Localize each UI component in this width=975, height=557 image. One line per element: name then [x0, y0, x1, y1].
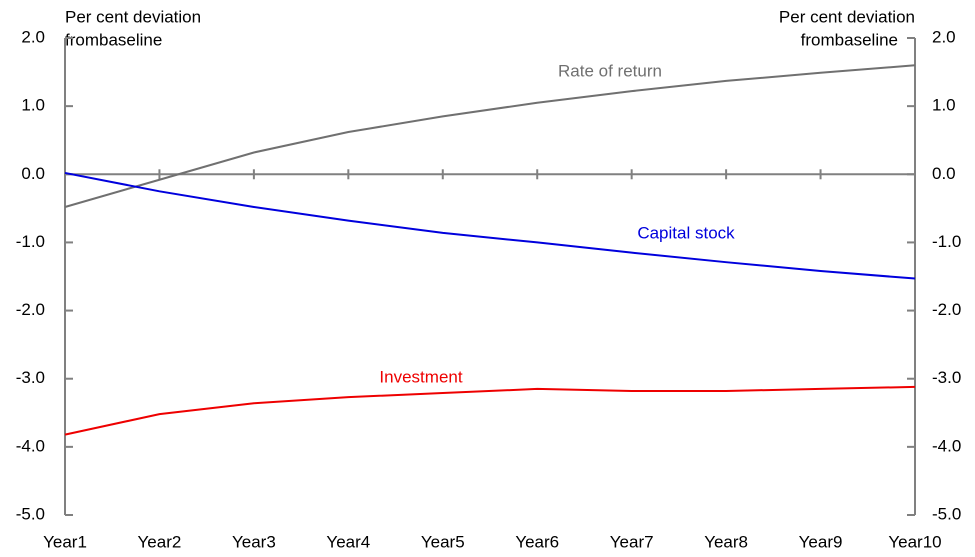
y2-tick-label: -3.0 [932, 368, 961, 387]
y-tick-label: -4.0 [16, 436, 45, 455]
series-label: Capital stock [637, 223, 735, 242]
y-axis-label: Per cent deviation [65, 7, 201, 26]
x-tick-label: Year10 [888, 532, 941, 551]
x-tick-label: Year5 [421, 532, 465, 551]
x-tick-label: Year7 [610, 532, 654, 551]
y2-tick-label: -2.0 [932, 300, 961, 319]
y2-tick-label: 0.0 [932, 164, 956, 183]
x-tick-label: Year1 [43, 532, 87, 551]
y2-axis-label: Per cent deviation [779, 7, 915, 26]
y-axis-label: frombaseline [65, 30, 162, 49]
y-tick-label: -5.0 [16, 504, 45, 523]
series-line [64, 64, 916, 208]
series-line [64, 171, 916, 280]
y-tick-label: -2.0 [16, 300, 45, 319]
x-tick-label: Year4 [326, 532, 370, 551]
y2-tick-label: -4.0 [932, 436, 961, 455]
y2-tick-label: -5.0 [932, 504, 961, 523]
y2-axis-label: frombaseline [801, 30, 898, 49]
y-tick-label: -1.0 [16, 232, 45, 251]
y-tick-label: 0.0 [21, 164, 45, 183]
series-line [64, 385, 916, 436]
x-tick-label: Year3 [232, 532, 276, 551]
x-tick-label: Year2 [138, 532, 182, 551]
y-tick-label: 2.0 [21, 27, 45, 46]
series-label: Rate of return [558, 61, 662, 80]
y2-tick-label: 1.0 [932, 96, 956, 115]
series-label: Investment [379, 367, 462, 386]
y2-tick-label: -1.0 [932, 232, 961, 251]
x-tick-label: Year8 [704, 532, 748, 551]
x-tick-label: Year6 [515, 532, 559, 551]
y2-tick-label: 2.0 [932, 27, 956, 46]
y-tick-label: -3.0 [16, 368, 45, 387]
y-tick-label: 1.0 [21, 96, 45, 115]
x-tick-label: Year9 [799, 532, 843, 551]
